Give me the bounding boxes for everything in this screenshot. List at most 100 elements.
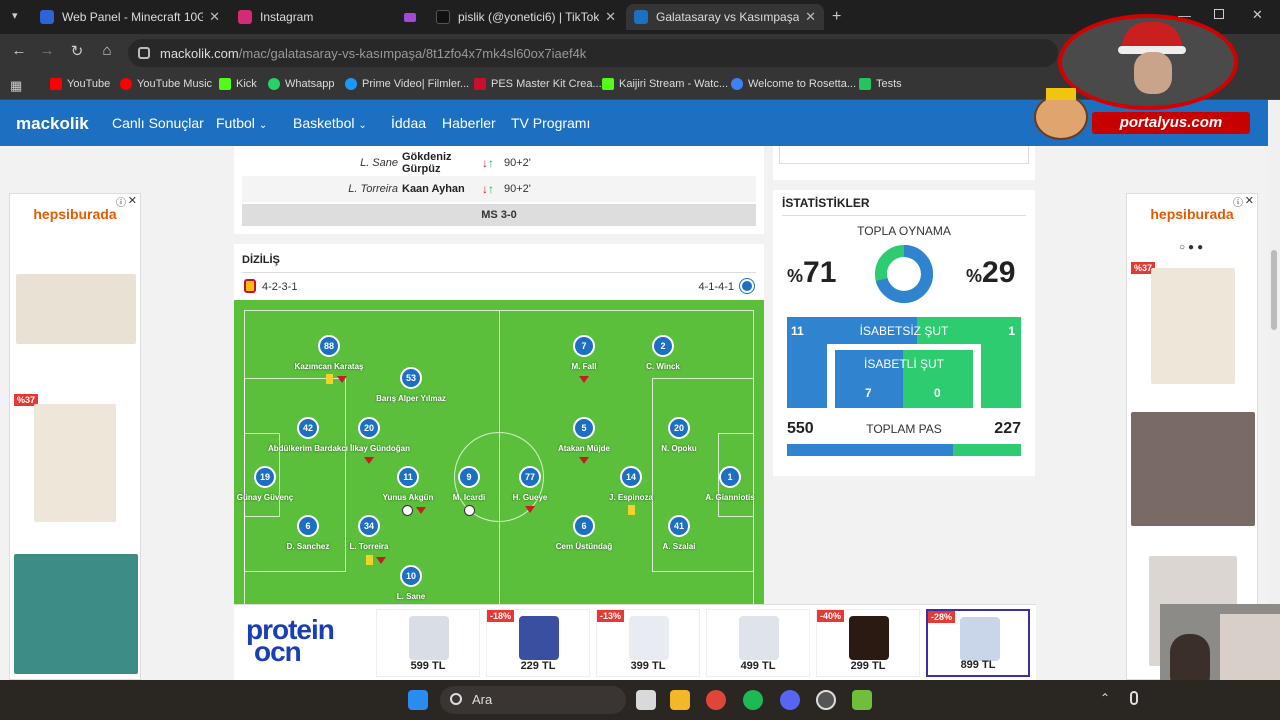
bookmark-whatsapp[interactable]: Whatsapp (268, 78, 335, 90)
percent-sign: % (787, 266, 804, 286)
obs-icon[interactable] (816, 690, 836, 710)
chevron-up-icon[interactable]: ⌃ (1100, 691, 1111, 705)
scrollbar-thumb[interactable] (1271, 250, 1277, 330)
passes-home: 550 (787, 420, 814, 437)
pes-master-icon (474, 78, 486, 90)
player-marker[interactable]: 19 (254, 466, 276, 488)
nav-tv-program[interactable]: TV Programı (511, 115, 591, 131)
bookmark-youtube-music[interactable]: YouTube Music (120, 78, 212, 90)
close-icon[interactable]: ✕ (605, 9, 616, 24)
minecraft-launcher-icon[interactable] (852, 690, 872, 710)
bookmark-tests[interactable]: Tests (859, 78, 902, 90)
crown-icon (1046, 88, 1076, 100)
carousel-dots[interactable]: ○●● (1179, 242, 1207, 253)
player-marker[interactable]: 14 (620, 466, 642, 488)
ad-info-icon[interactable]: ⓘ (1233, 198, 1243, 209)
player-marker[interactable]: 42 (297, 417, 319, 439)
player-out[interactable]: L. Sane (360, 157, 398, 169)
restore-icon[interactable] (1214, 9, 1224, 19)
url-path: /mac/galatasaray-vs-kasımpaşa/8t1zfo4x7m… (238, 45, 587, 61)
nav-football[interactable]: Futbol ⌄ (216, 115, 267, 131)
reload-icon[interactable]: ↻ (70, 43, 84, 60)
player-marker[interactable]: 6 (297, 515, 319, 537)
bookmark-rosetta[interactable]: Welcome to Rosetta... (731, 78, 856, 90)
ad-close-icon[interactable]: ✕ (127, 195, 137, 207)
nav-basketball[interactable]: Basketbol ⌄ (293, 115, 367, 131)
taskbar-search[interactable]: Ara (440, 686, 626, 714)
player-marker[interactable]: 1 (719, 466, 741, 488)
close-icon[interactable]: ✕ (805, 9, 816, 24)
url-host: mackolik.com (160, 45, 239, 61)
page-scrollbar[interactable] (1268, 100, 1280, 680)
ad-product-card[interactable]: -28% 899 TL (926, 609, 1030, 677)
player-in[interactable]: Kaan Ayhan (402, 183, 465, 195)
bookmark-pes-master[interactable]: PES Master Kit Crea... (474, 78, 602, 90)
player-marker[interactable]: 20 (358, 417, 380, 439)
left-ad-banner[interactable]: ⓘ ✕ hepsiburada %37 (9, 193, 141, 680)
nav-live-scores[interactable]: Canlı Sonuçlar (112, 115, 204, 131)
close-icon[interactable]: ✕ (209, 9, 220, 24)
possession-donut (875, 245, 933, 303)
ad-info-icon[interactable]: ⓘ (116, 198, 126, 209)
discord-icon[interactable] (780, 690, 800, 710)
player-marker[interactable]: 53 (400, 367, 422, 389)
task-view-icon[interactable] (636, 690, 656, 710)
bookmark-label: YouTube (67, 78, 111, 90)
bookmark-prime-video[interactable]: Prime Video| Filmler... (345, 78, 469, 90)
player-marker[interactable]: 77 (519, 466, 541, 488)
site-info-icon[interactable] (138, 47, 150, 59)
nav-iddaa[interactable]: İddaa (391, 115, 427, 131)
forward-icon[interactable]: → (39, 42, 55, 59)
ad-close-icon[interactable]: ✕ (1244, 195, 1254, 207)
ad-product-card[interactable]: 499 TL (706, 609, 810, 677)
player-marker[interactable]: 34 (358, 515, 380, 537)
passes-bar-home-fill (787, 444, 953, 456)
microphone-icon[interactable] (1130, 691, 1138, 705)
right-ad-banner[interactable]: ⓘ ✕ hepsiburada ○●● %37 (1126, 193, 1258, 680)
bookmark-kick[interactable]: Kick (219, 78, 257, 90)
bookmark-label: Tests (876, 78, 902, 90)
substitutions-panel: L. Sane Gökdeniz Gürpüz ↓↑ 90+2' L. Torr… (234, 146, 764, 234)
url-input[interactable]: mackolik.com/mac/galatasaray-vs-kasımpaş… (128, 39, 1058, 67)
windows-start-icon[interactable] (408, 690, 428, 710)
tab-mackolik[interactable]: Galatasaray vs Kasımpaşa, 21.12 ✕ (626, 4, 824, 30)
player-marker[interactable]: 10 (400, 565, 422, 587)
spotify-icon[interactable] (743, 690, 763, 710)
player-marker[interactable]: 5 (573, 417, 595, 439)
goal-icon (402, 505, 413, 516)
ad-product-card[interactable]: 599 TL (376, 609, 480, 677)
player-in[interactable]: Gökdeniz Gürpüz (402, 151, 452, 175)
player-marker[interactable]: 7 (573, 335, 595, 357)
windows-taskbar: Ara ⌃ (0, 680, 1280, 720)
file-explorer-icon[interactable] (670, 690, 690, 710)
chrome-icon[interactable] (706, 690, 726, 710)
whatsapp-icon (268, 78, 280, 90)
substitution-row: L. Torreira Kaan Ayhan ↓↑ 90+2' (242, 176, 756, 202)
player-marker[interactable]: 20 (668, 417, 690, 439)
ad-product-card[interactable]: -18% 229 TL (486, 609, 590, 677)
tab-list-chevron-icon[interactable]: ▾ (12, 10, 18, 22)
bookmark-youtube[interactable]: YouTube (50, 78, 110, 90)
home-icon[interactable]: ⌂ (102, 42, 112, 59)
tab-minecraft[interactable]: Web Panel - Minecraft 10GB - 1 ✕ (32, 4, 228, 30)
new-tab-icon[interactable]: + (832, 8, 842, 25)
player-marker[interactable]: 88 (318, 335, 340, 357)
player-marker[interactable]: 11 (397, 466, 419, 488)
player-marker[interactable]: 2 (652, 335, 674, 357)
bookmark-kaijiri[interactable]: Kaijiri Stream - Watc... (602, 78, 728, 90)
bottom-ad-banner[interactable]: protein ocn 599 TL -18% 229 TL -13% 399 TL 499… (234, 604, 1036, 680)
ad-product-card[interactable]: -40% 299 TL (816, 609, 920, 677)
mackolik-logo[interactable]: mackolik (16, 114, 89, 133)
window-close-icon[interactable]: ✕ (1252, 7, 1263, 22)
player-marker[interactable]: 41 (668, 515, 690, 537)
player-marker[interactable]: 6 (573, 515, 595, 537)
nav-news[interactable]: Haberler (442, 115, 496, 131)
back-icon[interactable]: ← (11, 42, 27, 59)
tab-tiktok[interactable]: pislik (@yonetici6) | TikTok ✕ (428, 4, 624, 30)
tab-instagram[interactable]: Instagram (230, 4, 426, 30)
apps-grid-icon[interactable]: ▦ (10, 78, 23, 93)
player-marker[interactable]: 9 (458, 466, 480, 488)
player-out[interactable]: L. Torreira (348, 183, 398, 195)
substitution-row: L. Sane Gökdeniz Gürpüz ↓↑ 90+2' (242, 150, 756, 176)
ad-product-card[interactable]: -13% 399 TL (596, 609, 700, 677)
